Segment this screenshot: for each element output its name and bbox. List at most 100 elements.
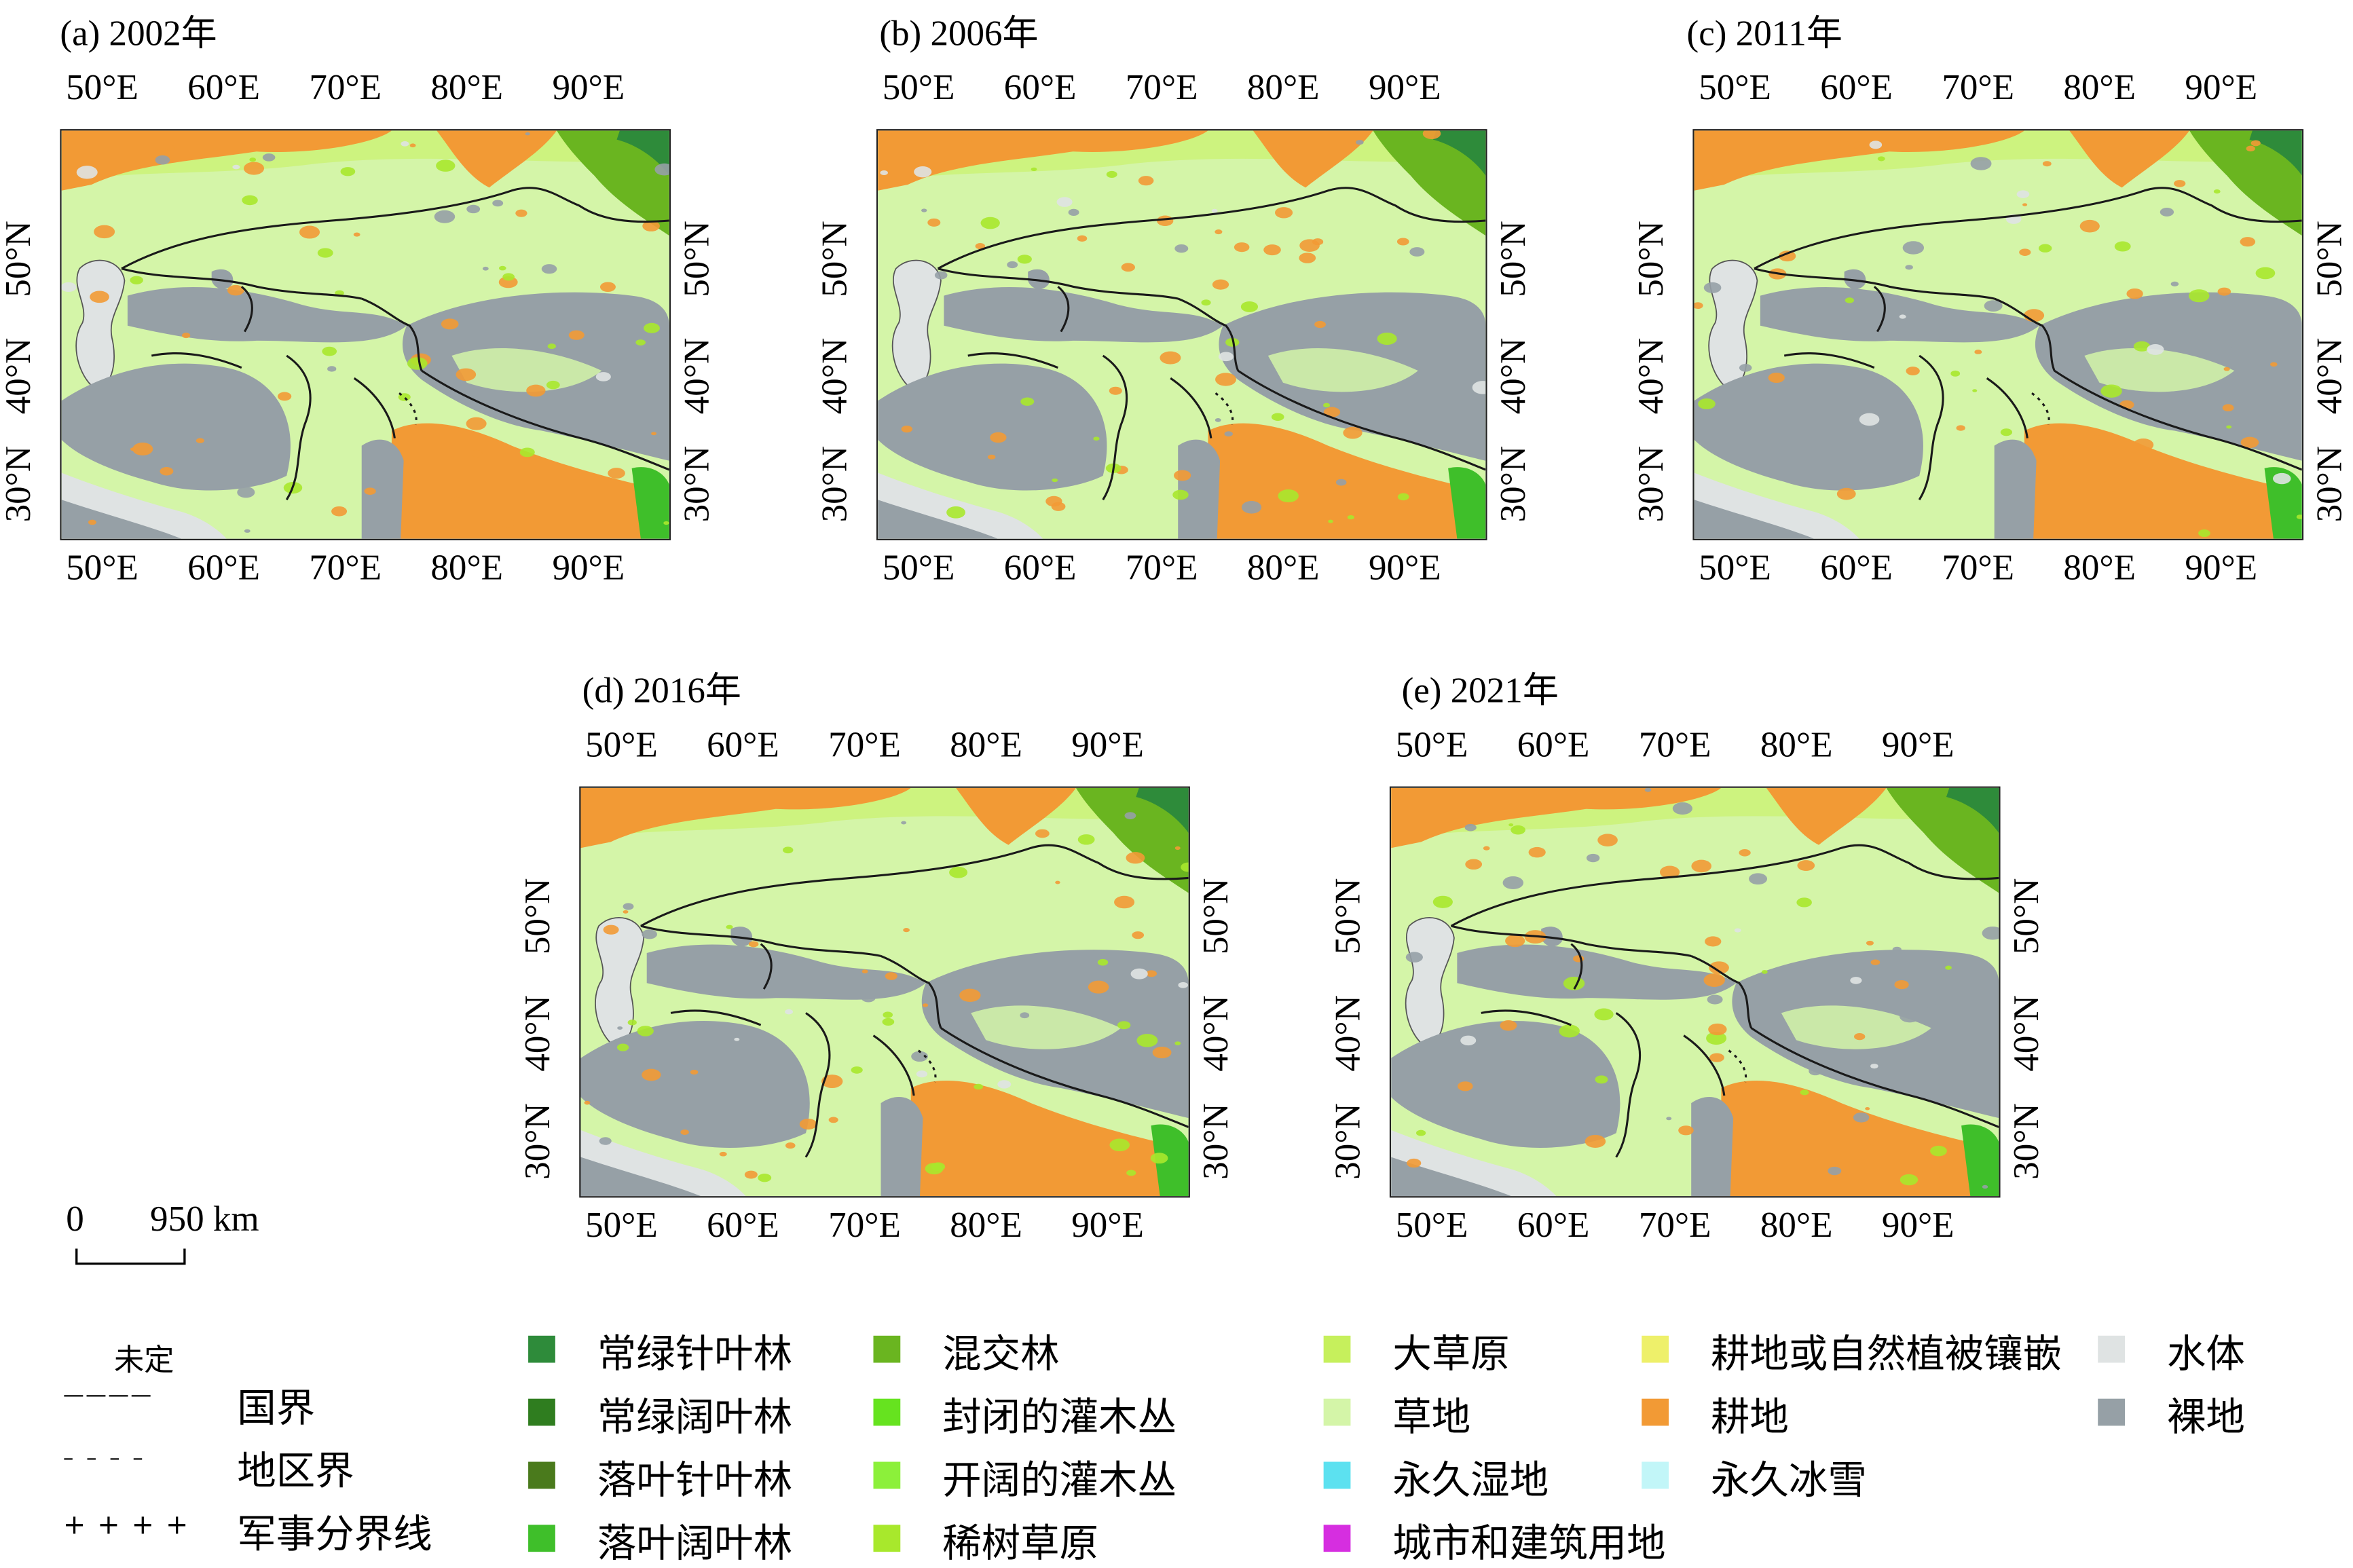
lon-label-top: 80°E — [1760, 726, 1833, 766]
lon-label-bottom: 70°E — [1125, 549, 1198, 589]
country-border — [872, 1034, 915, 1096]
land-patch — [1432, 895, 1453, 908]
land-patch — [546, 380, 560, 390]
land-patch — [317, 248, 333, 258]
land-patch — [322, 346, 337, 356]
land-patch — [1121, 263, 1135, 272]
land-patch — [599, 282, 616, 293]
land-patch — [451, 496, 462, 503]
land-patch — [644, 322, 660, 333]
land-patch — [1706, 1032, 1727, 1045]
forest-northeast — [2189, 130, 2302, 236]
country-border — [1237, 369, 1486, 471]
legend-label: 耕地或自然植被镶嵌 — [1710, 1332, 2062, 1378]
arabian-bare — [878, 500, 998, 539]
cropland-north — [878, 130, 1208, 191]
land-patch — [758, 1173, 772, 1182]
lon-label-bottom: 80°E — [950, 1206, 1022, 1246]
desert-iran — [580, 1020, 810, 1148]
lat-label-right: 30°N — [1197, 1103, 1237, 1180]
land-patch — [1703, 973, 1725, 987]
land-patch — [331, 506, 348, 517]
land-patch — [1708, 1023, 1727, 1036]
lon-label-bottom: 50°E — [585, 1206, 658, 1246]
lon-label-bottom: 60°E — [187, 549, 260, 589]
land-patch — [1899, 1009, 1921, 1023]
lon-label-bottom: 90°E — [1368, 549, 1441, 589]
land-patch — [1797, 860, 1815, 872]
land-patch — [1323, 407, 1341, 417]
forest-southeast — [1151, 1124, 1189, 1197]
land-patch — [1483, 846, 1490, 851]
land-patch — [1734, 928, 1741, 933]
land-cover-map — [1391, 787, 1999, 1197]
cropland-north — [1694, 130, 2024, 191]
land-patch — [1877, 156, 1885, 162]
land-patch — [949, 866, 968, 878]
cropland-india — [910, 1080, 1174, 1197]
forest-dark — [2249, 130, 2302, 176]
country-border — [361, 297, 423, 371]
land-patch — [1906, 367, 1920, 375]
land-patch — [244, 529, 251, 533]
lat-label-right: 50°N — [1197, 878, 1237, 955]
land-patch — [1178, 982, 1189, 988]
land-patch — [1458, 1081, 1473, 1091]
land-patch — [642, 221, 660, 231]
land-patch — [916, 1070, 928, 1078]
lon-label-bottom: 60°E — [1517, 1206, 1590, 1246]
land-patch — [2063, 454, 2073, 460]
land-patch — [227, 284, 244, 296]
land-patch — [1314, 320, 1326, 329]
land-patch — [1644, 787, 1652, 792]
land-patch — [782, 846, 794, 854]
land-patch — [595, 372, 611, 381]
map-frame — [579, 786, 1190, 1198]
land-patch — [663, 521, 669, 525]
land-patch — [974, 1083, 984, 1090]
regional-boundary-label: 地区界 — [237, 1449, 354, 1495]
lat-label-left: 40°N — [1632, 337, 1672, 415]
land-patch — [2130, 170, 2137, 174]
land-patch — [132, 443, 153, 456]
land-patch — [1017, 255, 1032, 264]
desert-thar — [1691, 1097, 1734, 1197]
map-frame — [876, 129, 1487, 540]
land-patch — [299, 225, 320, 239]
land-patch — [1869, 141, 1883, 149]
country-border — [121, 187, 669, 270]
cropland-northeast — [437, 130, 557, 188]
land-patch — [1905, 265, 1913, 270]
land-patch — [1077, 235, 1088, 242]
land-patch — [2022, 203, 2028, 206]
land-patch — [975, 242, 986, 250]
panel-title: (e) 2021年 — [1401, 672, 1559, 712]
land-patch — [2246, 145, 2255, 152]
land-patch — [62, 166, 69, 170]
legend-swatch — [1323, 1525, 1351, 1552]
land-patch — [2100, 384, 2122, 398]
land-patch — [1930, 1145, 1947, 1157]
country-border — [670, 1009, 762, 1026]
map-panel-2016: (d) 2016年 50°E 50°E 60°E 60°E 70°E 70°E 80°E 80… — [519, 657, 1270, 1246]
legend-label: 城市和建筑用地 — [1392, 1521, 1666, 1567]
land-patch — [1322, 403, 1331, 408]
land-patch — [2174, 180, 2186, 187]
country-border — [1481, 1009, 1572, 1026]
land-patch — [2222, 404, 2234, 412]
land-patch — [1007, 261, 1018, 269]
land-patch — [155, 155, 170, 165]
caspian-sea — [1405, 917, 1455, 1046]
lat-label-right: 50°N — [678, 221, 718, 297]
legend-swatch — [528, 1398, 555, 1426]
land-patch — [2160, 207, 2174, 217]
land-patch — [1900, 1174, 1919, 1186]
land-patch — [61, 282, 77, 293]
land-patch — [232, 164, 240, 170]
land-cover-map — [580, 787, 1189, 1197]
land-patch — [1739, 848, 1751, 857]
forest-northeast — [1075, 787, 1189, 893]
land-patch — [568, 330, 585, 340]
land-patch — [1559, 1024, 1580, 1038]
panel-title: (c) 2011年 — [1686, 15, 1842, 54]
